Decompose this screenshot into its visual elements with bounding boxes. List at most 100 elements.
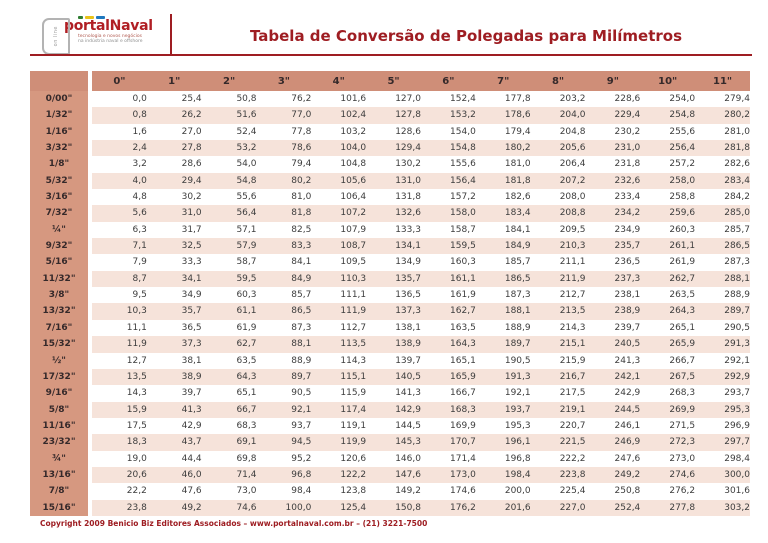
table-cell: 5,6: [92, 205, 147, 222]
table-cell: 54,8: [201, 172, 257, 190]
table-cell: 44,4: [146, 450, 202, 467]
table-cell: 115,1: [311, 368, 367, 386]
table-cell: 105,6: [311, 172, 367, 190]
table-cell: 285,0: [695, 205, 750, 222]
table-cell: 107,9: [311, 221, 367, 239]
table-cell: 160,3: [420, 254, 476, 271]
table-row: 0/00" 0,0 25,4 50,8 76,2 101,6 127,0 152,4 177,8…: [30, 91, 750, 108]
table-cell: 135,7: [366, 270, 421, 288]
table-cell: 158,0: [420, 205, 476, 222]
row-label: 11/32": [30, 270, 92, 288]
table-cell: 237,3: [585, 270, 641, 288]
table-cell: 191,3: [475, 368, 531, 386]
table-cell: 37,3: [146, 336, 202, 353]
table-cell: 7,1: [92, 238, 147, 255]
row-label: 5/32": [30, 172, 92, 190]
table-cell: 139,7: [366, 352, 421, 369]
table-cell: 232,6: [585, 172, 641, 190]
table-cell: 229,4: [585, 107, 641, 124]
table-cell: 205,6: [530, 140, 586, 157]
table-cell: 125,4: [311, 499, 367, 516]
table-cell: 77,8: [256, 123, 312, 141]
conversion-table: 0" 1" 2" 3" 4" 5" 6" 7" 8" 9" 10" 11" 0/00" 0,0 25,4 5…: [30, 71, 750, 516]
table-cell: 66,7: [201, 401, 257, 418]
table-row: 5/8" 15,9 41,3 66,7 92,1 117,4 142,9 168,3 193,7…: [30, 401, 750, 418]
table-cell: 84,9: [256, 270, 312, 288]
column-header: 6": [420, 71, 476, 91]
table-cell: 58,7: [201, 254, 257, 271]
table-cell: 81,8: [256, 205, 312, 222]
table-cell: 268,3: [640, 385, 696, 402]
green-dash-icon: [78, 16, 83, 19]
table-cell: 261,9: [640, 254, 696, 271]
row-label: ½": [30, 352, 92, 369]
table-cell: 266,7: [640, 352, 696, 369]
table-cell: 254,8: [640, 107, 696, 124]
table-cell: 290,5: [695, 319, 750, 337]
column-header: 2": [201, 71, 257, 91]
table-cell: 47,6: [146, 483, 202, 500]
table-cell: 163,5: [420, 319, 476, 337]
table-cell: 274,6: [640, 466, 696, 484]
table-cell: 182,6: [475, 189, 531, 206]
table-row: 7/32" 5,6 31,0 56,4 81,8 107,2 132,6 158,0 183,4…: [30, 205, 750, 222]
table-cell: 203,2: [530, 91, 586, 108]
table-cell: 137,3: [366, 303, 421, 320]
table-cell: 186,5: [475, 270, 531, 288]
row-label: 15/16": [30, 499, 92, 516]
table-cell: 32,5: [146, 238, 202, 255]
table-cell: 189,7: [475, 336, 531, 353]
table-cell: 74,6: [201, 499, 257, 516]
masthead-rule: [30, 54, 752, 56]
table-cell: 134,1: [366, 238, 421, 255]
yellow-dash-icon: [85, 16, 94, 19]
table-cell: 242,9: [585, 385, 641, 402]
table-cell: 69,8: [201, 450, 257, 467]
table-cell: 170,7: [420, 434, 476, 451]
table-cell: 273,0: [640, 450, 696, 467]
table-cell: 244,5: [585, 401, 641, 418]
table-cell: 206,4: [530, 156, 586, 173]
table-cell: 117,4: [311, 401, 367, 418]
table-cell: 165,1: [420, 352, 476, 369]
table-cell: 59,5: [201, 270, 257, 288]
logo-text-block: portalNaval tecnologia e novos negócios …: [64, 13, 153, 44]
table-cell: 184,9: [475, 238, 531, 255]
table-cell: 281,8: [695, 140, 750, 157]
table-cell: 173,0: [420, 466, 476, 484]
table-row: 17/32" 13,5 38,9 64,3 89,7 115,1 140,5 165,9 191…: [30, 368, 750, 386]
table-cell: 279,4: [695, 91, 750, 108]
table-cell: 231,0: [585, 140, 641, 157]
table-row: 9/16" 14,3 39,7 65,1 90,5 115,9 141,3 166,7 192,…: [30, 385, 750, 402]
table-cell: 166,7: [420, 385, 476, 402]
table-cell: 208,0: [530, 189, 586, 206]
row-label: 15/32": [30, 336, 92, 353]
table-cell: 165,9: [420, 368, 476, 386]
table-row: ½" 12,7 38,1 63,5 88,9 114,3 139,7 165,1 190,5 21…: [30, 352, 750, 369]
table-cell: 84,1: [256, 254, 312, 271]
table-cell: 246,9: [585, 434, 641, 451]
table-cell: 303,2: [695, 499, 750, 516]
table-cell: 188,1: [475, 303, 531, 320]
table-cell: 87,3: [256, 319, 312, 337]
table-cell: 127,0: [366, 91, 421, 108]
table-cell: 86,5: [256, 303, 312, 320]
table-cell: 119,1: [311, 417, 367, 435]
table-cell: 263,5: [640, 287, 696, 304]
table-cell: 46,0: [146, 466, 202, 484]
table-cell: 26,2: [146, 107, 202, 124]
table-cell: 31,0: [146, 205, 202, 222]
table-cell: 209,5: [530, 221, 586, 239]
table-cell: 9,5: [92, 287, 147, 304]
table-cell: 281,0: [695, 123, 750, 141]
table-cell: 107,2: [311, 205, 367, 222]
table-cell: 212,7: [530, 287, 586, 304]
table-cell: 277,8: [640, 499, 696, 516]
table-body: 0/00" 0,0 25,4 50,8 76,2 101,6 127,0 152,4 177,8…: [30, 91, 750, 516]
table-cell: 147,6: [366, 466, 421, 484]
table-cell: 42,9: [146, 417, 202, 435]
table-row: 3/32" 2,4 27,8 53,2 78,6 104,0 129,4 154,8 180,2…: [30, 140, 750, 157]
column-header: 5": [366, 71, 421, 91]
table-cell: 217,5: [530, 385, 586, 402]
